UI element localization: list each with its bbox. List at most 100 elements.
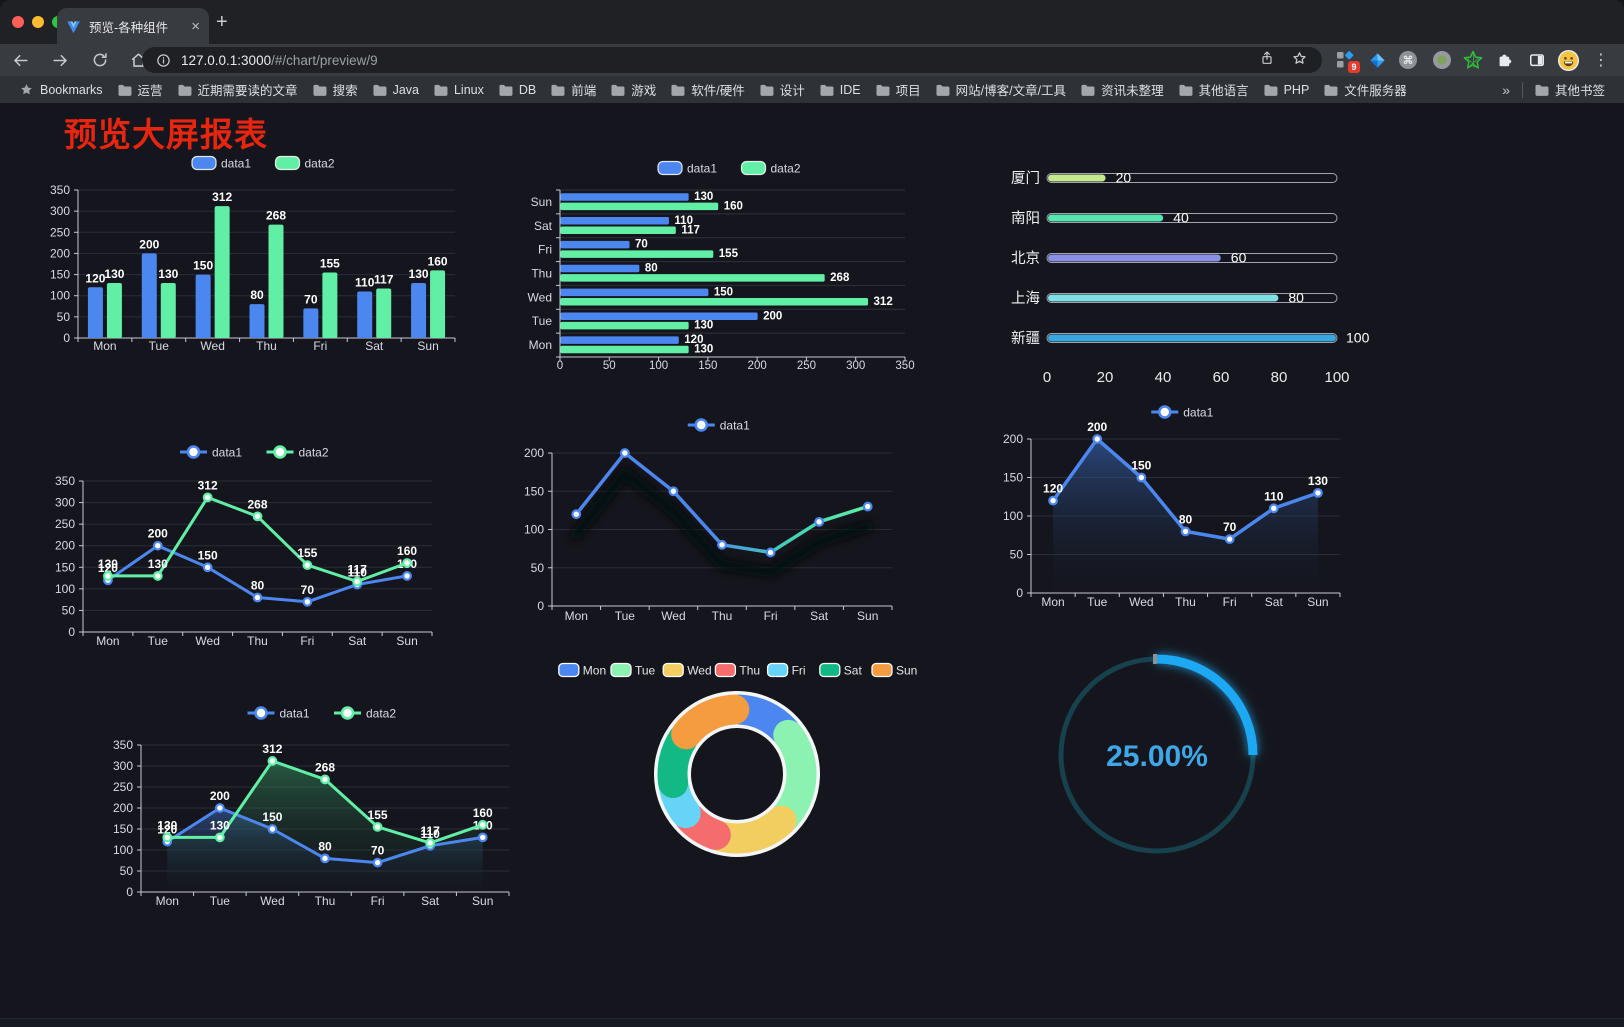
info-icon[interactable] <box>156 53 171 68</box>
new-tab-button[interactable]: + <box>216 11 228 33</box>
svg-text:250: 250 <box>797 360 816 372</box>
url-host: 127.0.0.1:3000 <box>181 52 272 68</box>
svg-text:100: 100 <box>649 360 668 372</box>
svg-text:150: 150 <box>714 286 733 298</box>
svg-text:120: 120 <box>98 561 118 575</box>
svg-text:data2: data2 <box>305 157 335 171</box>
bookmark-folder[interactable]: 近期需要读的文章 <box>170 77 305 102</box>
bookmark-folder[interactable]: PHP <box>1256 80 1317 100</box>
bookmark-star-icon[interactable] <box>1291 50 1308 70</box>
browser-menu-icon[interactable]: ⋮ <box>1593 52 1609 69</box>
svg-text:data2: data2 <box>366 707 396 721</box>
bookmark-folder[interactable]: 前端 <box>543 77 603 102</box>
extension-command-icon[interactable]: ⌘ <box>1396 48 1420 72</box>
svg-text:0: 0 <box>1043 369 1051 386</box>
star-icon <box>21 84 32 95</box>
back-icon[interactable] <box>8 48 32 72</box>
bookmark-folder[interactable]: DB <box>491 80 543 100</box>
svg-text:268: 268 <box>266 209 286 223</box>
svg-text:50: 50 <box>57 310 71 324</box>
tab-close-icon[interactable]: × <box>191 17 200 35</box>
bookmark-folder[interactable]: 项目 <box>868 77 928 102</box>
folder-icon <box>373 84 387 96</box>
bookmark-folder[interactable]: 资讯未整理 <box>1073 77 1171 102</box>
profile-avatar[interactable] <box>1556 48 1580 72</box>
bookmarks-root[interactable]: Bookmarks <box>12 79 110 100</box>
extension-record-icon[interactable] <box>1430 48 1454 72</box>
svg-text:80: 80 <box>251 578 265 592</box>
bookmark-label: 网站/博客/文章/工具 <box>955 84 1067 98</box>
svg-text:25.00%: 25.00% <box>1106 740 1208 773</box>
folder-icon <box>178 84 192 96</box>
area-line-chart: 0 50 100 150 200 Mon Tue Wed Thu Fri Sat Sun 120 200 1… <box>985 398 1363 620</box>
bookmark-folder[interactable]: 网站/博客/文章/工具 <box>928 77 1073 102</box>
svg-text:100: 100 <box>524 523 544 537</box>
gauge-chart: 25.00% <box>1050 648 1264 863</box>
svg-text:100: 100 <box>1003 509 1023 523</box>
bookmark-folder[interactable]: 文件服务器 <box>1316 77 1414 102</box>
bookmark-folder[interactable]: 游戏 <box>603 77 663 102</box>
svg-text:Sat: Sat <box>534 219 553 233</box>
folder-icon <box>671 84 685 96</box>
svg-text:150: 150 <box>50 268 70 282</box>
bookmark-folder[interactable]: 软件/硬件 <box>663 77 751 102</box>
svg-text:350: 350 <box>895 360 914 372</box>
extensions-puzzle-icon[interactable] <box>1493 48 1517 72</box>
svg-text:40: 40 <box>1173 210 1189 226</box>
extension-grid-icon[interactable]: 9 <box>1333 48 1360 73</box>
svg-text:100: 100 <box>1324 369 1349 386</box>
forward-icon[interactable] <box>48 48 72 72</box>
bookmark-folder[interactable]: 运营 <box>110 77 170 102</box>
svg-text:117: 117 <box>420 824 440 838</box>
svg-text:120: 120 <box>85 271 105 285</box>
folder-icon <box>611 84 625 96</box>
page-content: 预览大屏报表 0 50 100 150 200 250 300 350 Mon Tue Wed Thu… <box>0 103 1624 1027</box>
minimize-window-button[interactable] <box>32 16 44 28</box>
bookmark-folder[interactable]: 其他语言 <box>1171 77 1256 102</box>
svg-text:Fri: Fri <box>764 609 778 623</box>
svg-text:50: 50 <box>531 561 545 575</box>
svg-text:Fri: Fri <box>371 894 385 908</box>
url-bar[interactable]: 127.0.0.1:3000/#/chart/preview/9 <box>142 47 1322 73</box>
svg-text:312: 312 <box>262 742 282 756</box>
reload-icon[interactable] <box>88 48 112 72</box>
share-icon[interactable] <box>1259 50 1275 70</box>
svg-text:Tue: Tue <box>210 894 231 908</box>
svg-text:300: 300 <box>846 360 865 372</box>
folder-icon <box>936 84 950 96</box>
svg-text:新疆: 新疆 <box>1011 330 1040 347</box>
close-window-button[interactable] <box>12 16 24 28</box>
svg-text:Fri: Fri <box>538 243 552 257</box>
bookmark-label: 其他语言 <box>1198 84 1249 98</box>
bookmark-folder[interactable]: 搜索 <box>305 77 365 102</box>
bookmarks-overflow-chevron[interactable]: » <box>1502 81 1510 98</box>
svg-text:Fri: Fri <box>313 339 327 353</box>
svg-text:110: 110 <box>420 827 440 841</box>
bookmark-label: 前端 <box>571 84 597 98</box>
svg-text:data2: data2 <box>771 162 801 176</box>
svg-text:120: 120 <box>684 334 703 346</box>
bookmark-label: 近期需要读的文章 <box>197 84 298 98</box>
svg-text:60: 60 <box>1213 369 1230 386</box>
svg-text:Sun: Sun <box>531 195 552 209</box>
svg-text:Thu: Thu <box>1175 595 1196 609</box>
other-bookmarks[interactable]: 其他书签 <box>1527 77 1612 102</box>
svg-text:150: 150 <box>198 548 218 562</box>
browser-tab[interactable]: 预览-各种组件 × <box>57 8 209 44</box>
bookmark-folder[interactable]: 设计 <box>752 77 812 102</box>
svg-text:Wed: Wed <box>661 609 685 623</box>
svg-text:160: 160 <box>428 254 448 268</box>
extension-star-icon[interactable] <box>1461 48 1485 72</box>
extension-gem-icon[interactable] <box>1365 48 1389 72</box>
bookmark-folder[interactable]: Java <box>365 80 426 100</box>
svg-text:130: 130 <box>157 818 177 832</box>
bookmark-folder[interactable]: IDE <box>812 80 868 100</box>
sidebar-icon[interactable] <box>1525 48 1549 72</box>
extension-badge: 9 <box>1347 61 1360 73</box>
svg-text:data1: data1 <box>212 446 242 460</box>
dual-line-chart: 0 50 100 150 200 250 300 350 Mon Tue Wed Thu Fri Sat S… <box>40 438 465 658</box>
svg-text:117: 117 <box>374 273 394 287</box>
folder-icon <box>117 84 131 96</box>
bookmark-folder[interactable]: Linux <box>426 80 491 100</box>
window-bottom-edge <box>0 1018 1624 1027</box>
